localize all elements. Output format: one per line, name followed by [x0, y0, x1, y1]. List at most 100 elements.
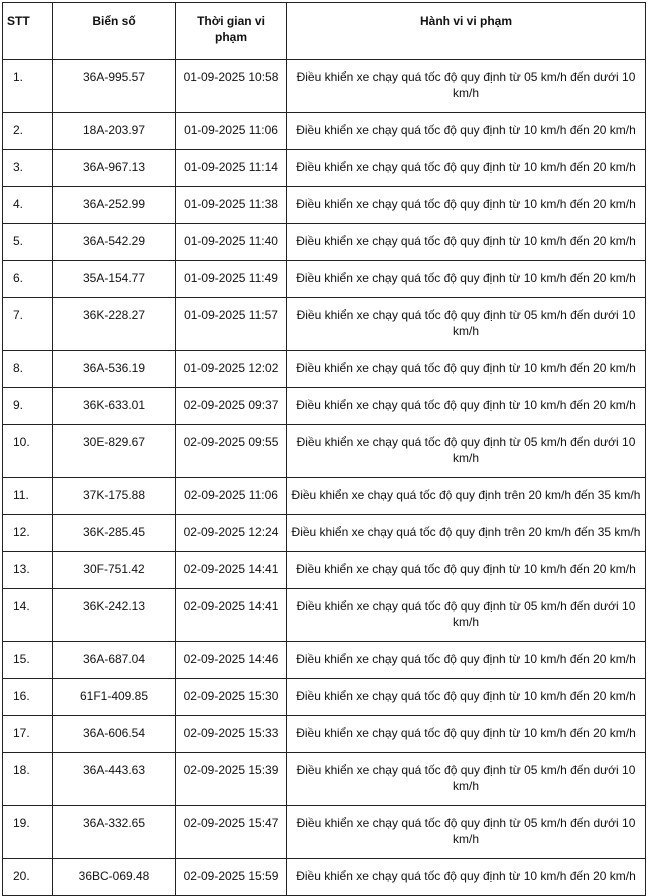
- cell-violation: Điều khiển xe chạy quá tốc độ quy định t…: [286, 752, 646, 806]
- cell-time: 02-09-2025 12:24: [175, 514, 287, 552]
- cell-stt: 2.: [2, 112, 53, 150]
- table-row: 14. 36K-242.13 02-09-2025 14:41 Điều khiển …: [2, 588, 646, 642]
- cell-time: 01-09-2025 11:57: [175, 297, 287, 351]
- cell-stt: 1.: [2, 59, 53, 113]
- table-row: 20. 36BC-069.48 02-09-2025 15:59 Điều khiển…: [2, 858, 646, 896]
- cell-stt: 11.: [2, 477, 53, 515]
- cell-plate: 36A-443.63: [52, 752, 176, 806]
- cell-stt: 13.: [2, 551, 53, 589]
- cell-violation: Điều khiển xe chạy quá tốc độ quy định t…: [286, 149, 646, 187]
- table-row: 6. 35A-154.77 01-09-2025 11:49 Điều khiển x…: [2, 260, 646, 298]
- cell-time: 01-09-2025 11:40: [175, 223, 287, 261]
- cell-plate: 36A-995.57: [52, 59, 176, 113]
- table-row: 8. 36A-536.19 01-09-2025 12:02 Điều khiển x…: [2, 350, 646, 388]
- cell-plate: 18A-203.97: [52, 112, 176, 150]
- table-row: 2. 18A-203.97 01-09-2025 11:06 Điều khiển x…: [2, 112, 646, 150]
- cell-time: 02-09-2025 11:06: [175, 477, 287, 515]
- cell-time: 02-09-2025 14:41: [175, 588, 287, 642]
- cell-time: 01-09-2025 11:49: [175, 260, 287, 298]
- cell-time: 02-09-2025 15:30: [175, 678, 287, 716]
- cell-plate: 36BC-069.48: [52, 858, 176, 896]
- cell-plate: 30F-751.42: [52, 551, 176, 589]
- cell-violation: Điều khiển xe chạy quá tốc độ quy định t…: [286, 588, 646, 642]
- cell-stt: 10.: [2, 424, 53, 478]
- cell-stt: 16.: [2, 678, 53, 716]
- cell-stt: 18.: [2, 752, 53, 806]
- cell-violation: Điều khiển xe chạy quá tốc độ quy định t…: [286, 551, 646, 589]
- cell-time: 01-09-2025 11:38: [175, 186, 287, 224]
- header-time: Thời gian vi phạm: [175, 2, 287, 60]
- table-row: 9. 36K-633.01 02-09-2025 09:37 Điều khiển x…: [2, 387, 646, 425]
- cell-stt: 5.: [2, 223, 53, 261]
- cell-time: 02-09-2025 09:55: [175, 424, 287, 478]
- cell-time: 01-09-2025 12:02: [175, 350, 287, 388]
- cell-time: 01-09-2025 10:58: [175, 59, 287, 113]
- table-row: 18. 36A-443.63 02-09-2025 15:39 Điều khiển …: [2, 752, 646, 806]
- table-row: 17. 36A-606.54 02-09-2025 15:33 Điều khiển …: [2, 715, 646, 753]
- cell-plate: 36A-687.04: [52, 641, 176, 679]
- cell-plate: 61F1-409.85: [52, 678, 176, 716]
- cell-time: 02-09-2025 14:41: [175, 551, 287, 589]
- header-stt: STT: [2, 2, 53, 60]
- cell-violation: Điều khiển xe chạy quá tốc độ quy định t…: [286, 715, 646, 753]
- cell-plate: 35A-154.77: [52, 260, 176, 298]
- table-row: 7. 36K-228.27 01-09-2025 11:57 Điều khiển x…: [2, 297, 646, 351]
- cell-stt: 17.: [2, 715, 53, 753]
- table-row: 5. 36A-542.29 01-09-2025 11:40 Điều khiển x…: [2, 223, 646, 261]
- cell-violation: Điều khiển xe chạy quá tốc độ quy định t…: [286, 477, 646, 515]
- cell-stt: 7.: [2, 297, 53, 351]
- cell-violation: Điều khiển xe chạy quá tốc độ quy định t…: [286, 424, 646, 478]
- cell-stt: 15.: [2, 641, 53, 679]
- cell-stt: 3.: [2, 149, 53, 187]
- table-row: 3. 36A-967.13 01-09-2025 11:14 Điều khiển x…: [2, 149, 646, 187]
- cell-time: 02-09-2025 14:46: [175, 641, 287, 679]
- cell-violation: Điều khiển xe chạy quá tốc độ quy định t…: [286, 223, 646, 261]
- cell-plate: 30E-829.67: [52, 424, 176, 478]
- table-row: 13. 30F-751.42 02-09-2025 14:41 Điều khiển …: [2, 551, 646, 589]
- cell-violation: Điều khiển xe chạy quá tốc độ quy định t…: [286, 350, 646, 388]
- header-violation: Hành vi vi phạm: [286, 2, 646, 60]
- cell-plate: 36K-228.27: [52, 297, 176, 351]
- table-row: 1. 36A-995.57 01-09-2025 10:58 Điều khiển x…: [2, 59, 646, 113]
- cell-violation: Điều khiển xe chạy quá tốc độ quy định t…: [286, 641, 646, 679]
- cell-stt: 19.: [2, 805, 53, 859]
- cell-stt: 9.: [2, 387, 53, 425]
- cell-violation: Điều khiển xe chạy quá tốc độ quy định t…: [286, 59, 646, 113]
- cell-violation: Điều khiển xe chạy quá tốc độ quy định t…: [286, 112, 646, 150]
- cell-violation: Điều khiển xe chạy quá tốc độ quy định t…: [286, 260, 646, 298]
- cell-time: 02-09-2025 15:59: [175, 858, 287, 896]
- cell-plate: 36K-633.01: [52, 387, 176, 425]
- cell-time: 01-09-2025 11:14: [175, 149, 287, 187]
- header-plate: Biển số: [52, 2, 176, 60]
- cell-plate: 36A-252.99: [52, 186, 176, 224]
- table-row: 12. 36K-285.45 02-09-2025 12:24 Điều khiển …: [2, 514, 646, 552]
- cell-stt: 4.: [2, 186, 53, 224]
- table-row: 15. 36A-687.04 02-09-2025 14:46 Điều khiển …: [2, 641, 646, 679]
- cell-plate: 36A-606.54: [52, 715, 176, 753]
- cell-plate: 36K-242.13: [52, 588, 176, 642]
- cell-violation: Điều khiển xe chạy quá tốc độ quy định t…: [286, 387, 646, 425]
- cell-time: 02-09-2025 09:37: [175, 387, 287, 425]
- cell-plate: 36A-332.65: [52, 805, 176, 859]
- cell-plate: 37K-175.88: [52, 477, 176, 515]
- cell-stt: 8.: [2, 350, 53, 388]
- cell-plate: 36A-967.13: [52, 149, 176, 187]
- header-row: STT Biển số Thời gian vi phạm Hành vi vi…: [2, 2, 646, 60]
- cell-plate: 36A-536.19: [52, 350, 176, 388]
- cell-plate: 36K-285.45: [52, 514, 176, 552]
- cell-stt: 20.: [2, 858, 53, 896]
- cell-violation: Điều khiển xe chạy quá tốc độ quy định t…: [286, 805, 646, 859]
- cell-time: 02-09-2025 15:47: [175, 805, 287, 859]
- cell-violation: Điều khiển xe chạy quá tốc độ quy định t…: [286, 297, 646, 351]
- table-row: 11. 37K-175.88 02-09-2025 11:06 Điều khiển …: [2, 477, 646, 515]
- cell-plate: 36A-542.29: [52, 223, 176, 261]
- cell-stt: 6.: [2, 260, 53, 298]
- cell-time: 02-09-2025 15:39: [175, 752, 287, 806]
- cell-violation: Điều khiển xe chạy quá tốc độ quy định t…: [286, 858, 646, 896]
- table-row: 19. 36A-332.65 02-09-2025 15:47 Điều khiển …: [2, 805, 646, 859]
- cell-violation: Điều khiển xe chạy quá tốc độ quy định t…: [286, 186, 646, 224]
- cell-time: 01-09-2025 11:06: [175, 112, 287, 150]
- cell-stt: 14.: [2, 588, 53, 642]
- cell-violation: Điều khiển xe chạy quá tốc độ quy định t…: [286, 514, 646, 552]
